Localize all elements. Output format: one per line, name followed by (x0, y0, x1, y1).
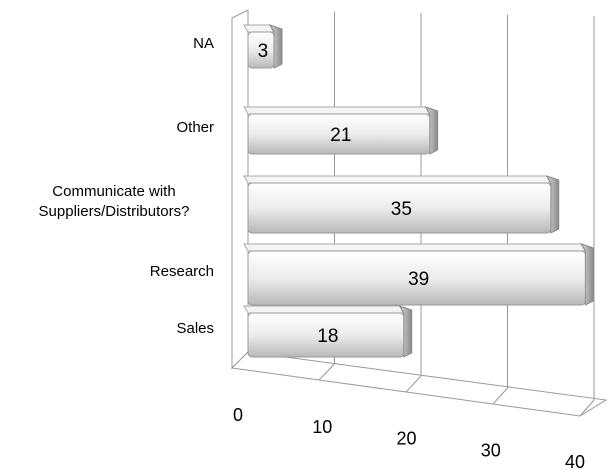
bar (243, 243, 594, 306)
grid-floor-line (492, 387, 508, 405)
bar (243, 106, 439, 155)
bar-part (243, 24, 275, 33)
bar-part (268, 24, 283, 69)
y-tick-label: Communicate with Suppliers/Distributors? (0, 182, 214, 222)
category-text: Research (149, 263, 214, 280)
bar-part (243, 106, 431, 115)
bar-part (247, 182, 552, 234)
y-tick-label: Sales (0, 319, 214, 339)
bar-part (247, 312, 405, 358)
floor (230, 351, 608, 417)
bar-part (580, 243, 594, 306)
value-label: 18 (317, 326, 338, 347)
bar (243, 24, 283, 69)
bar-part (243, 243, 587, 252)
x-tick-label: 20 (396, 429, 416, 449)
x-tick-label: 10 (312, 417, 332, 437)
x-tick-label: 0 (233, 405, 243, 425)
bar-part (247, 31, 275, 69)
x-tick-label: 30 (481, 440, 501, 460)
value-label: 35 (391, 199, 412, 220)
grid-floor-line (318, 363, 335, 381)
y-tick-label: Research (0, 262, 214, 282)
bar-part (545, 175, 560, 234)
category-text: NA (193, 35, 214, 52)
bar (243, 305, 413, 358)
bar-part (247, 113, 431, 155)
value-label: 3 (258, 41, 269, 62)
grid-floor-line (405, 375, 422, 393)
bar-part (398, 305, 413, 358)
x-tick-label: 40 (565, 452, 585, 470)
category-text: Communicate with Suppliers/Distributors? (38, 183, 190, 220)
value-label: 39 (408, 269, 429, 290)
grid-floor-line (579, 399, 595, 417)
bar-part (243, 305, 405, 314)
y-tick-label: Other (0, 118, 214, 138)
side-wall (231, 9, 249, 370)
bar-part (424, 106, 439, 155)
bar-part (247, 250, 586, 306)
bar-part (243, 175, 552, 184)
category-text: Sales (176, 320, 214, 337)
value-label: 21 (330, 125, 351, 146)
y-tick-label: NA (0, 34, 214, 54)
category-text: Other (176, 119, 214, 136)
bar (243, 175, 560, 234)
